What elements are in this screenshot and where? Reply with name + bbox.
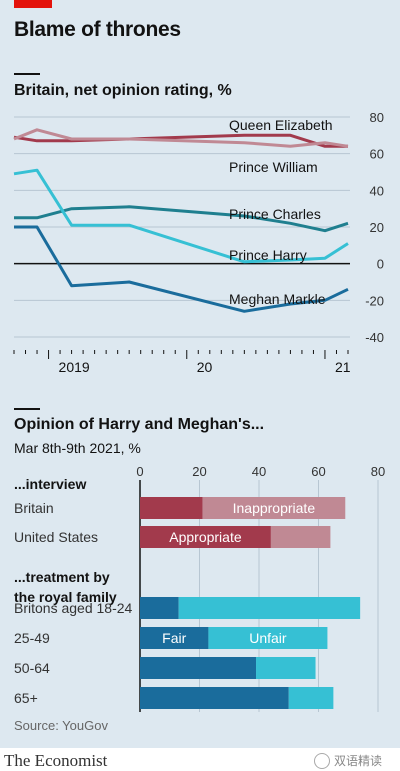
- group-header: ...interview: [14, 476, 86, 492]
- series-line: [14, 225, 349, 313]
- bar-segment: [140, 657, 257, 679]
- brand-logo: The Economist: [4, 751, 108, 770]
- watermark-text: 双语精读: [333, 754, 382, 768]
- y-tick-label: 40: [370, 183, 384, 198]
- y-tick-label: 20: [370, 220, 384, 235]
- y-tick-label: -20: [365, 293, 384, 308]
- row-label: 25-49: [14, 630, 50, 646]
- line-chart: 80 60 40 20 0 -20 -40 2019 20 21 Queen Elizabeth Pr…: [13, 110, 384, 375]
- x-tick-label: 0: [136, 464, 143, 479]
- series-line: [14, 205, 349, 233]
- section-rule: [14, 408, 40, 410]
- bar-segment: [140, 597, 179, 619]
- x-tick-label: 80: [371, 464, 385, 479]
- x-tick-label: 20: [197, 359, 213, 375]
- line-chart-title: Britain, net opinion rating, %: [14, 82, 232, 99]
- chart-panel: Blame of thrones Britain, net opinion ra…: [0, 0, 400, 748]
- bar-segment: [140, 627, 209, 649]
- y-tick-label: 0: [377, 257, 384, 272]
- source-note: Source: YouGov: [14, 718, 108, 733]
- series-label: Queen Elizabeth: [229, 117, 333, 133]
- group-header: the royal family: [14, 589, 117, 605]
- x-tick-label: 20: [192, 464, 206, 479]
- segment-label: Inappropriate: [233, 500, 316, 516]
- bar-chart-subtitle: Mar 8th-9th 2021, %: [14, 440, 141, 456]
- bar-segment: [140, 687, 289, 709]
- x-tick-label: 60: [311, 464, 325, 479]
- bar-chart-title: Opinion of Harry and Meghan's...: [14, 416, 265, 433]
- bar-segment: [208, 627, 328, 649]
- watermark: 双语精读: [313, 752, 382, 769]
- bar-segment: [140, 526, 271, 548]
- segment-label: Unfair: [249, 630, 287, 646]
- row-label: United States: [14, 529, 98, 545]
- row-label: Britain: [14, 500, 54, 516]
- bar-segment: [178, 597, 361, 619]
- series-label: Prince William: [229, 159, 318, 175]
- x-tick-label: 21: [335, 359, 351, 375]
- brand-red-tab: [14, 0, 52, 8]
- series-label: Prince Charles: [229, 206, 321, 222]
- bar-segment: [288, 687, 334, 709]
- x-tick-label: 40: [252, 464, 266, 479]
- wechat-icon: [313, 752, 330, 769]
- bar-segment: [140, 497, 203, 519]
- section-rule: [14, 73, 40, 75]
- series-label: Meghan Markle: [229, 291, 326, 307]
- bar-segment: [270, 526, 331, 548]
- segment-label: Appropriate: [169, 529, 242, 545]
- y-tick-label: 80: [370, 110, 384, 125]
- segment-label: Fair: [162, 630, 186, 646]
- row-label: 65+: [14, 690, 38, 706]
- x-tick-label: 2019: [59, 359, 90, 375]
- series-line: [13, 168, 349, 264]
- series-label: Prince Harry: [229, 247, 307, 263]
- series-line: [13, 128, 349, 148]
- row-label: 50-64: [14, 660, 50, 676]
- headline: Blame of thrones: [14, 18, 181, 41]
- row-label: Britons aged 18-24: [14, 600, 133, 616]
- bar-chart: 0 20 40 60 80 ...interview Britain Inappropriat…: [14, 464, 385, 712]
- y-tick-label: -40: [365, 330, 384, 345]
- bar-segment: [256, 657, 316, 679]
- group-header: ...treatment by: [14, 569, 110, 585]
- bar-segment: [202, 497, 346, 519]
- y-tick-label: 60: [370, 147, 384, 162]
